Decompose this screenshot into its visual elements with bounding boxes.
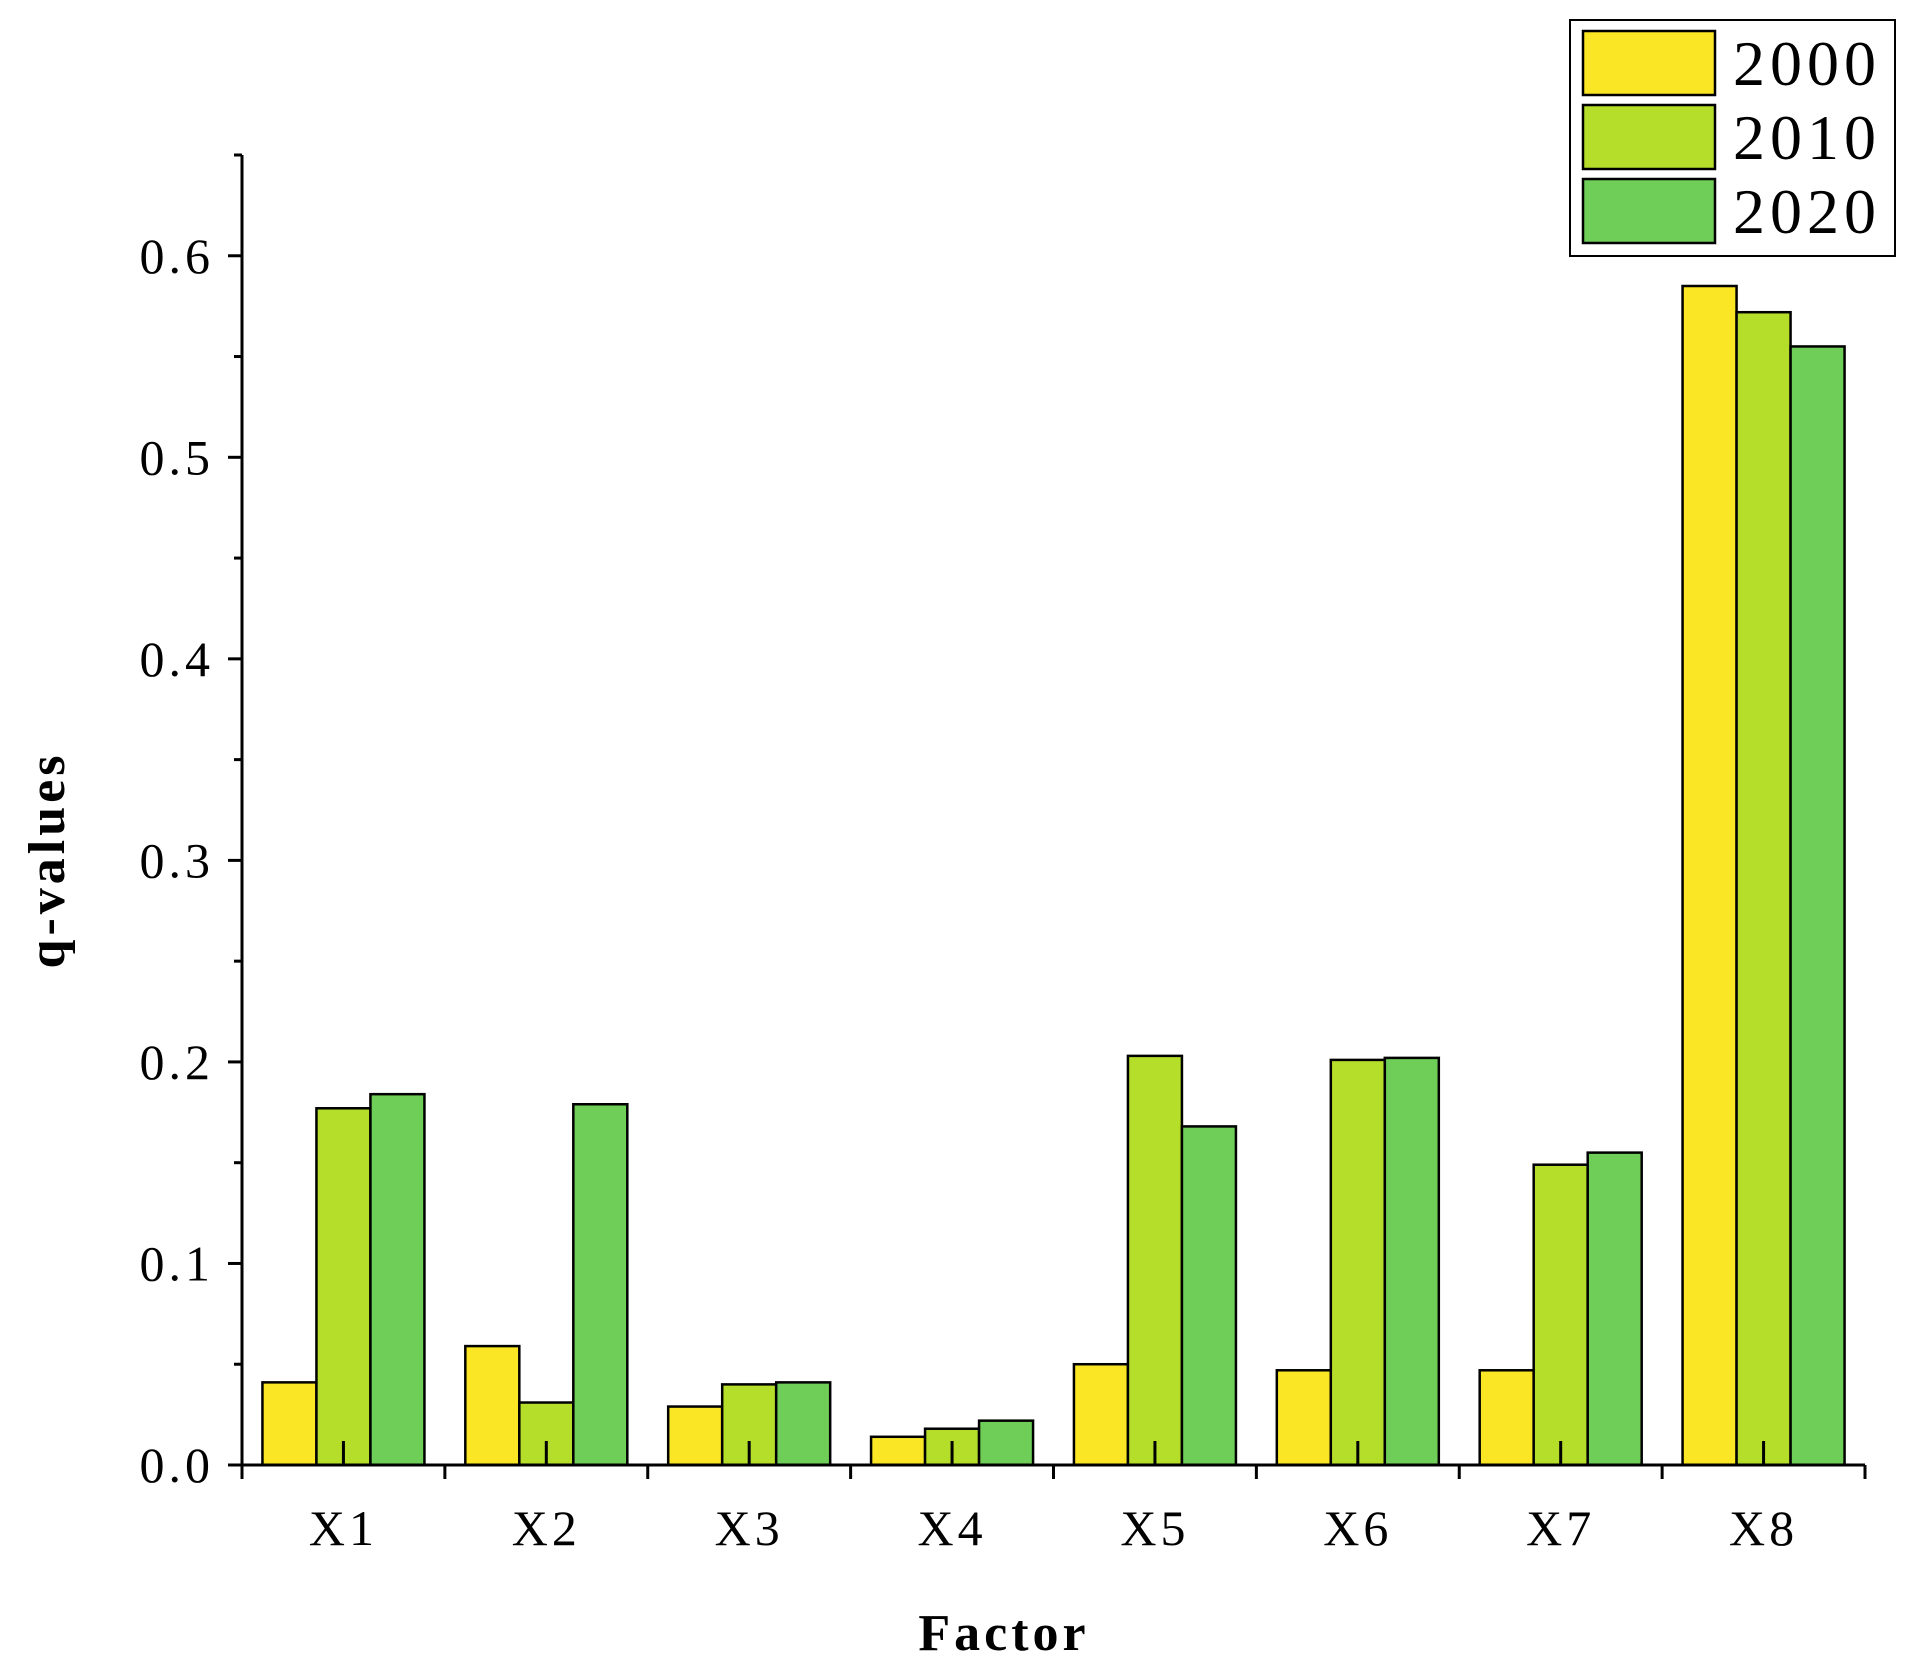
bars-group — [261, 284, 1846, 1467]
bar-x6-2000 — [1275, 1369, 1333, 1467]
x-tick-label-x8: X8 — [1729, 1500, 1798, 1556]
y-axis-title: q-values — [19, 752, 76, 969]
bar-x5-2000 — [1072, 1362, 1130, 1467]
y-tick-label: 0.2 — [140, 1034, 215, 1090]
y-tick-label: 0.4 — [140, 631, 215, 687]
bar-x6-2020 — [1383, 1056, 1441, 1467]
y-tick-label: 0.6 — [140, 228, 215, 284]
bar-x5-2020 — [1180, 1125, 1238, 1467]
bar-x2-2020 — [572, 1102, 629, 1467]
y-tick-label: 0.5 — [140, 429, 215, 485]
bar-x8-2010 — [1735, 310, 1792, 1467]
bar-x1-2000 — [261, 1381, 318, 1467]
y-ticks-group: 0.0 0.1 0.2 0.3 0.4 0.5 0.6 — [140, 153, 242, 1493]
bar-x8-2000 — [1681, 284, 1738, 1467]
bar-x7-2020 — [1586, 1151, 1643, 1467]
legend-label-2010: 2010 — [1733, 102, 1881, 173]
bar-x6-2010 — [1329, 1058, 1387, 1467]
x-ticks-group: X1 X2 X3 X4 X5 X6 X7 X8 — [240, 1441, 1867, 1556]
y-tick-label: 0.0 — [140, 1437, 215, 1493]
bar-x7-2000 — [1478, 1369, 1535, 1467]
x-tick-label-x6: X6 — [1323, 1500, 1392, 1556]
x-axis-title: Factor — [918, 1605, 1089, 1662]
bar-x8-2020 — [1789, 345, 1846, 1467]
legend-label-2020: 2020 — [1733, 176, 1881, 247]
bar-x1-2020 — [369, 1092, 426, 1467]
bar-x3-2020 — [774, 1381, 832, 1467]
x-tick-label-x7: X7 — [1526, 1500, 1595, 1556]
x-tick-label-x2: X2 — [512, 1500, 581, 1556]
x-tick-label-x1: X1 — [309, 1500, 378, 1556]
legend-swatch-2000 — [1581, 29, 1717, 97]
bar-x4-2020 — [977, 1419, 1035, 1467]
bar-x3-2000 — [666, 1405, 724, 1467]
y-tick-label: 0.3 — [140, 832, 215, 888]
bar-x2-2000 — [464, 1344, 521, 1467]
bar-x1-2010 — [315, 1107, 372, 1467]
bar-x4-2000 — [869, 1435, 927, 1467]
bar-x5-2010 — [1126, 1054, 1184, 1467]
bar-x7-2010 — [1532, 1163, 1589, 1467]
legend-swatch-2020 — [1581, 177, 1717, 245]
legend-label-2000: 2000 — [1733, 28, 1881, 99]
x-tick-label-x5: X5 — [1120, 1500, 1189, 1556]
x-tick-label-x4: X4 — [918, 1500, 987, 1556]
y-tick-label: 0.1 — [140, 1235, 215, 1291]
x-tick-label-x3: X3 — [715, 1500, 784, 1556]
legend-swatch-2010 — [1581, 103, 1717, 171]
